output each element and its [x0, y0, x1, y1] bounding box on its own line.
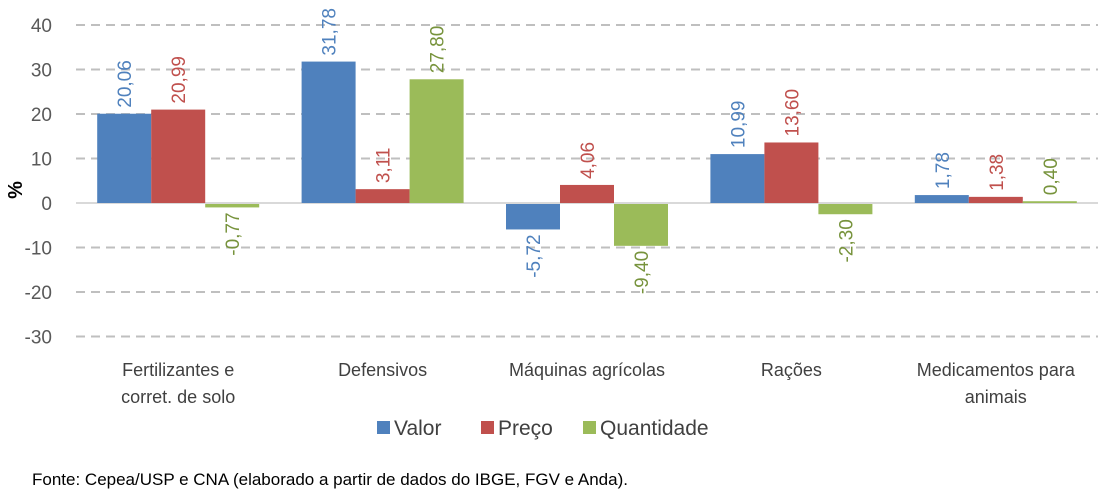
bar-preço	[968, 196, 1023, 203]
legend-swatch-preço	[481, 421, 494, 434]
bars	[97, 61, 1077, 246]
x-category-label: corret. de solo	[121, 387, 235, 407]
data-label: 10,99	[728, 101, 749, 149]
legend: Valor Preço Quantidade	[377, 417, 709, 440]
x-category-label: Medicamentos para	[917, 360, 1076, 380]
source-note: Fonte: Cepea/USP e CNA (elaborado a part…	[32, 470, 628, 489]
bar-preço	[151, 109, 206, 203]
data-label: 1,78	[933, 152, 954, 189]
bar-valor	[914, 195, 969, 203]
data-label: -2,30	[836, 219, 857, 262]
bar-preço	[560, 184, 614, 203]
legend-label: Preço	[498, 417, 553, 440]
data-label: -0,77	[223, 212, 244, 255]
y-tick-label: 0	[41, 194, 52, 215]
data-label: 0,40	[1041, 158, 1062, 195]
y-tick-label: 20	[31, 105, 52, 126]
data-label: 4,06	[578, 142, 599, 179]
bar-preço	[764, 142, 819, 203]
y-tick-label: 30	[31, 61, 52, 82]
y-axis-label: %	[5, 181, 27, 199]
y-tick-label: 40	[31, 16, 52, 37]
data-label: 20,06	[115, 60, 136, 108]
x-category-label: animais	[965, 387, 1027, 407]
bar-chart: 40 30 20 10 0 -10 -20 -30 % 20,06 20,99 -0,77 31,7…	[5, 8, 1098, 440]
bar-valor	[506, 204, 560, 230]
y-tick-label: -10	[25, 239, 52, 260]
bar-quantidade	[205, 204, 260, 208]
data-label: 31,78	[320, 8, 341, 56]
y-tick-label: 10	[31, 150, 52, 171]
data-labels: 20,06 20,99 -0,77 31,78 3,11 27,80 -5,72 4,06 -9…	[115, 8, 1062, 294]
data-label: 13,60	[782, 89, 803, 137]
bar-quantidade	[409, 79, 464, 203]
y-tick-label: -20	[25, 283, 52, 304]
data-label: 27,80	[428, 26, 449, 74]
legend-label: Quantidade	[600, 417, 709, 440]
bar-preço	[355, 189, 410, 203]
legend-label: Valor	[394, 417, 441, 440]
bar-quantidade	[1022, 201, 1077, 203]
x-category-label: Máquinas agrícolas	[509, 360, 665, 380]
x-category-label: Defensivos	[338, 360, 427, 380]
bar-quantidade	[614, 204, 668, 246]
legend-swatch-valor	[377, 421, 390, 434]
data-label: 20,99	[169, 56, 190, 104]
data-label: 3,11	[374, 148, 395, 184]
y-axis: 40 30 20 10 0 -10 -20 -30	[25, 16, 52, 349]
bar-valor	[710, 154, 765, 203]
data-label: -9,40	[632, 251, 653, 294]
y-tick-label: -30	[25, 328, 52, 349]
x-category-label: Fertilizantes e	[122, 360, 234, 380]
bar-valor	[301, 61, 356, 204]
legend-swatch-quantidade	[583, 421, 596, 434]
x-category-label: Rações	[761, 360, 822, 380]
bar-quantidade	[818, 204, 873, 215]
x-axis: Fertilizantes e corret. de solo Defensivos…	[121, 360, 1076, 407]
data-label: -5,72	[524, 234, 545, 277]
data-label: 1,38	[987, 154, 1008, 191]
bar-valor	[97, 113, 152, 203]
